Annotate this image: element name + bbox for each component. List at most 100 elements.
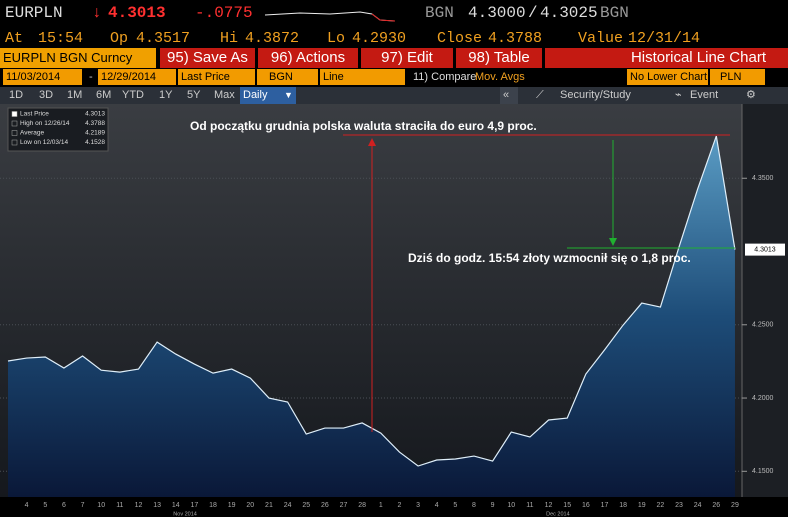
quote-value: 15:54 — [38, 30, 84, 47]
function-button[interactable]: 95) Save As — [160, 48, 255, 68]
month-label: Nov 2014 — [173, 511, 197, 517]
period-button[interactable]: 5Y — [187, 89, 201, 101]
arrow-head — [368, 138, 376, 146]
studies[interactable]: Mov. Avgs — [475, 71, 525, 83]
function-button[interactable]: 98) Table — [456, 48, 542, 68]
sparkline-end — [371, 13, 396, 22]
x-tick-label: 20 — [246, 502, 254, 509]
quote-label: Close — [437, 30, 483, 47]
legend-swatch — [11, 120, 18, 127]
x-tick-label: 24 — [284, 502, 292, 509]
x-tick-label: 29 — [731, 502, 739, 509]
quote-value: 4.3517 — [136, 30, 191, 47]
period-button[interactable]: 1D — [9, 89, 24, 101]
quote-value: 4.2930 — [352, 30, 407, 47]
dropdown-icon: ▼ — [284, 90, 293, 100]
price: 4.3013 — [108, 4, 166, 22]
period-button[interactable]: YTD — [122, 89, 144, 101]
x-tick-label: 11 — [116, 502, 123, 509]
function-button[interactable]: 96) Actions — [258, 48, 358, 68]
y-tick-label: 4.2500 — [752, 322, 774, 329]
y-tick-label: 4.1500 — [752, 468, 774, 475]
ask: 4.3025 — [540, 4, 598, 22]
collapse[interactable]: « — [500, 87, 518, 104]
x-tick-label: 28 — [358, 502, 366, 509]
settings-icon[interactable]: ⚙ — [746, 89, 756, 101]
field[interactable]: Last Price — [178, 69, 255, 85]
legend-label: Last Price — [20, 111, 49, 118]
ticker: EURPLN — [5, 4, 63, 22]
line — [7, 135, 736, 467]
source: BGN — [600, 4, 629, 22]
period-button[interactable]: 1Y — [159, 89, 173, 101]
change: -.0775 — [195, 4, 253, 22]
dash: - — [89, 71, 93, 83]
compare[interactable]: 11) Compare — [413, 71, 477, 83]
period-button[interactable]: 3D — [39, 89, 54, 101]
x-tick-label: 10 — [507, 502, 515, 509]
x-tick-label: 7 — [81, 502, 85, 509]
x-tick-label: 21 — [265, 502, 273, 509]
legend-box — [7, 107, 109, 152]
quote-label: Op — [110, 30, 129, 47]
x-tick-label: 3 — [416, 502, 420, 509]
quote-label: Hi — [220, 30, 239, 47]
function-title: Historical Line Chart — [545, 48, 788, 68]
function-button[interactable]: 97) Edit — [361, 48, 453, 68]
study-button[interactable]: Security/Study — [560, 89, 631, 101]
frequency[interactable]: Daily — [240, 87, 296, 104]
source: BGN — [425, 4, 454, 22]
arrow-head — [609, 238, 617, 246]
chart-style[interactable]: Line — [320, 69, 405, 85]
x-axis-band — [0, 497, 788, 517]
area — [8, 136, 735, 497]
event-button[interactable]: Event — [690, 89, 719, 101]
source-field[interactable]: BGN — [257, 69, 318, 85]
x-tick-label: 24 — [694, 502, 702, 509]
x-tick-label: 17 — [601, 502, 609, 509]
x-tick-label: 17 — [191, 502, 199, 509]
lower-chart[interactable]: No Lower Chart — [627, 69, 708, 85]
x-tick-label: 13 — [153, 502, 161, 509]
arrow: ↓ — [92, 4, 102, 22]
axis-background — [742, 104, 788, 497]
currency[interactable]: PLN — [710, 69, 765, 85]
security[interactable]: EURPLN BGN Curncy — [0, 48, 156, 68]
x-tick-label: 10 — [97, 502, 105, 509]
toolbar — [0, 87, 788, 104]
price-tag — [745, 243, 785, 256]
period-button[interactable]: 1M — [67, 89, 83, 101]
x-tick-label: 23 — [675, 502, 683, 509]
quote-label: At — [5, 30, 24, 47]
x-tick-label: 27 — [340, 502, 348, 509]
x-tick-label: 18 — [619, 502, 627, 509]
y-tick-label: 4.3500 — [752, 175, 774, 182]
bid: 4.3000 — [468, 4, 526, 22]
event-icon: ⌁ — [675, 89, 682, 101]
y-tick-label: 4.2000 — [752, 395, 774, 402]
x-tick-label: 12 — [135, 502, 143, 509]
x-tick-label: 4 — [435, 502, 439, 509]
x-tick-label: 4 — [25, 502, 29, 509]
x-tick-label: 19 — [228, 502, 236, 509]
quote-label: Value — [578, 30, 624, 47]
annotation: Od początku grudnia polska waluta straci… — [190, 119, 537, 133]
legend-swatch — [11, 111, 18, 117]
legend-swatch — [11, 130, 18, 136]
chart-icon: ⟋ — [536, 89, 544, 101]
legend-value: 4.3013 — [85, 111, 105, 118]
legend-value: 4.3788 — [85, 120, 105, 127]
period-button[interactable]: 6M — [96, 89, 112, 101]
x-tick-label: 1 — [379, 502, 383, 509]
end-date[interactable]: 12/29/2014 — [98, 69, 176, 85]
period-button[interactable]: Max — [214, 89, 235, 101]
x-tick-label: 9 — [491, 502, 495, 509]
annotation: Dziś do godz. 15:54 złoty wzmocnił się o… — [408, 251, 691, 265]
x-tick-label: 12 — [545, 502, 553, 509]
quote-value: 4.3788 — [488, 30, 543, 47]
legend-label: Low on 12/03/14 — [20, 139, 68, 146]
x-tick-label: 11 — [526, 502, 533, 509]
start-date[interactable]: 11/03/2014 — [3, 69, 82, 85]
x-tick-label: 22 — [657, 502, 665, 509]
x-tick-label: 8 — [472, 502, 476, 509]
